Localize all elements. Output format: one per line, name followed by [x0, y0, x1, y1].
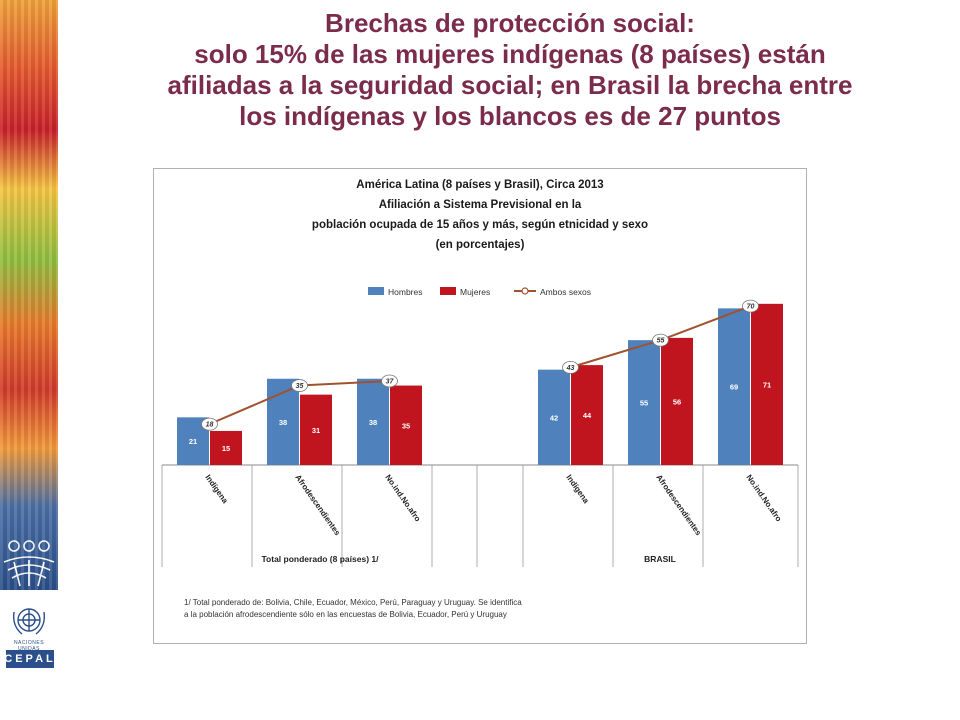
legend-label: Hombres: [388, 287, 422, 297]
slide-title-line: Brechas de protección social:: [325, 8, 695, 38]
legend-label: Mujeres: [460, 287, 490, 297]
chart-title-line: América Latina (8 países y Brasil), Circ…: [356, 179, 603, 191]
category-tick-label: Indígena: [203, 473, 230, 506]
chart-frame: América Latina (8 países y Brasil), Circ…: [153, 168, 807, 644]
category-tick-label: Indígena: [564, 473, 591, 506]
chart-footnote: 1/ Total ponderado de: Bolivia, Chile, E…: [184, 597, 604, 621]
data-label-hombres: 21: [189, 437, 197, 446]
bar-hombres: [718, 308, 750, 465]
chart-title-line: (en porcentajes): [436, 239, 525, 251]
point-ambos-sexos: [742, 299, 759, 313]
slide-title-line: solo 15% de las mujeres indígenas (8 paí…: [194, 39, 826, 69]
point-ambos-sexos: [381, 374, 398, 388]
group-label: BRASIL: [644, 554, 676, 564]
point-ambos-sexos: [201, 417, 218, 431]
data-label-hombres: 38: [369, 418, 377, 427]
data-label-ambos: 35: [296, 383, 304, 390]
data-label-hombres: 42: [550, 413, 558, 422]
slide-title-line: los indígenas y los blancos es de 27 pun…: [239, 101, 781, 131]
bar-mujeres: [300, 394, 332, 465]
data-label-ambos: 55: [657, 338, 665, 345]
chart-footnote-line: a la población afrodescendiente sólo en …: [184, 610, 507, 619]
data-label-ambos: 18: [206, 422, 214, 429]
slide-title-line: afiliadas a la seguridad social; en Bras…: [167, 70, 853, 100]
legend-swatch-mujeres: [440, 287, 456, 295]
legend-marker-ambos: [521, 287, 529, 295]
legend-swatch-hombres: [368, 287, 384, 295]
point-ambos-sexos: [291, 379, 308, 392]
un-label: NACIONES UNIDAS: [13, 640, 45, 652]
category-tick-label: Afrodescendientes: [293, 473, 342, 538]
data-label-mujeres: 56: [673, 397, 681, 406]
un-logo-icon: [12, 608, 46, 635]
bar-hombres: [628, 340, 660, 465]
bar-hombres: [357, 378, 389, 465]
data-label-hombres: 69: [730, 383, 738, 392]
data-label-mujeres: 35: [402, 421, 410, 430]
chart-footnote-line: 1/ Total ponderado de: Bolivia, Chile, E…: [184, 598, 522, 607]
chart-title-line: población ocupada de 15 años y más, segú…: [312, 219, 648, 231]
legend-label: Ambos sexos: [540, 287, 591, 297]
point-ambos-sexos: [562, 360, 579, 374]
category-tick-label: Afrodescendientes: [654, 473, 703, 538]
bar-mujeres: [571, 365, 603, 465]
data-label-hombres: 38: [279, 418, 287, 427]
data-label-ambos: 70: [747, 304, 755, 311]
category-tick-label: No.ind.No.afro: [383, 473, 422, 523]
bar-mujeres: [210, 430, 242, 465]
cepal-logo: CEPAL: [4, 650, 54, 668]
data-label-mujeres: 44: [583, 411, 592, 420]
cepal-emblem-icon: [3, 540, 55, 587]
bar-mujeres: [661, 337, 693, 465]
group-label: Total ponderado (8 países) 1/: [262, 554, 380, 564]
chart-title-line: Afiliación a Sistema Previsional en la: [379, 199, 582, 211]
bar-mujeres: [390, 385, 422, 465]
data-label-ambos: 43: [566, 365, 575, 372]
data-label-mujeres: 31: [312, 426, 320, 435]
data-label-mujeres: 71: [763, 380, 771, 389]
decorative-side-strip: [0, 0, 58, 590]
bar-hombres: [538, 369, 570, 465]
category-tick-label: No.ind.No.afro: [744, 473, 783, 523]
bar-mujeres: [751, 303, 783, 465]
data-label-hombres: 55: [640, 399, 648, 408]
chart-svg: América Latina (8 países y Brasil), Circ…: [161, 179, 799, 567]
data-label-mujeres: 15: [222, 444, 230, 453]
point-ambos-sexos: [652, 333, 669, 347]
slide-title: Brechas de protección social: solo 15% d…: [60, 8, 960, 132]
data-label-ambos: 37: [386, 379, 395, 386]
